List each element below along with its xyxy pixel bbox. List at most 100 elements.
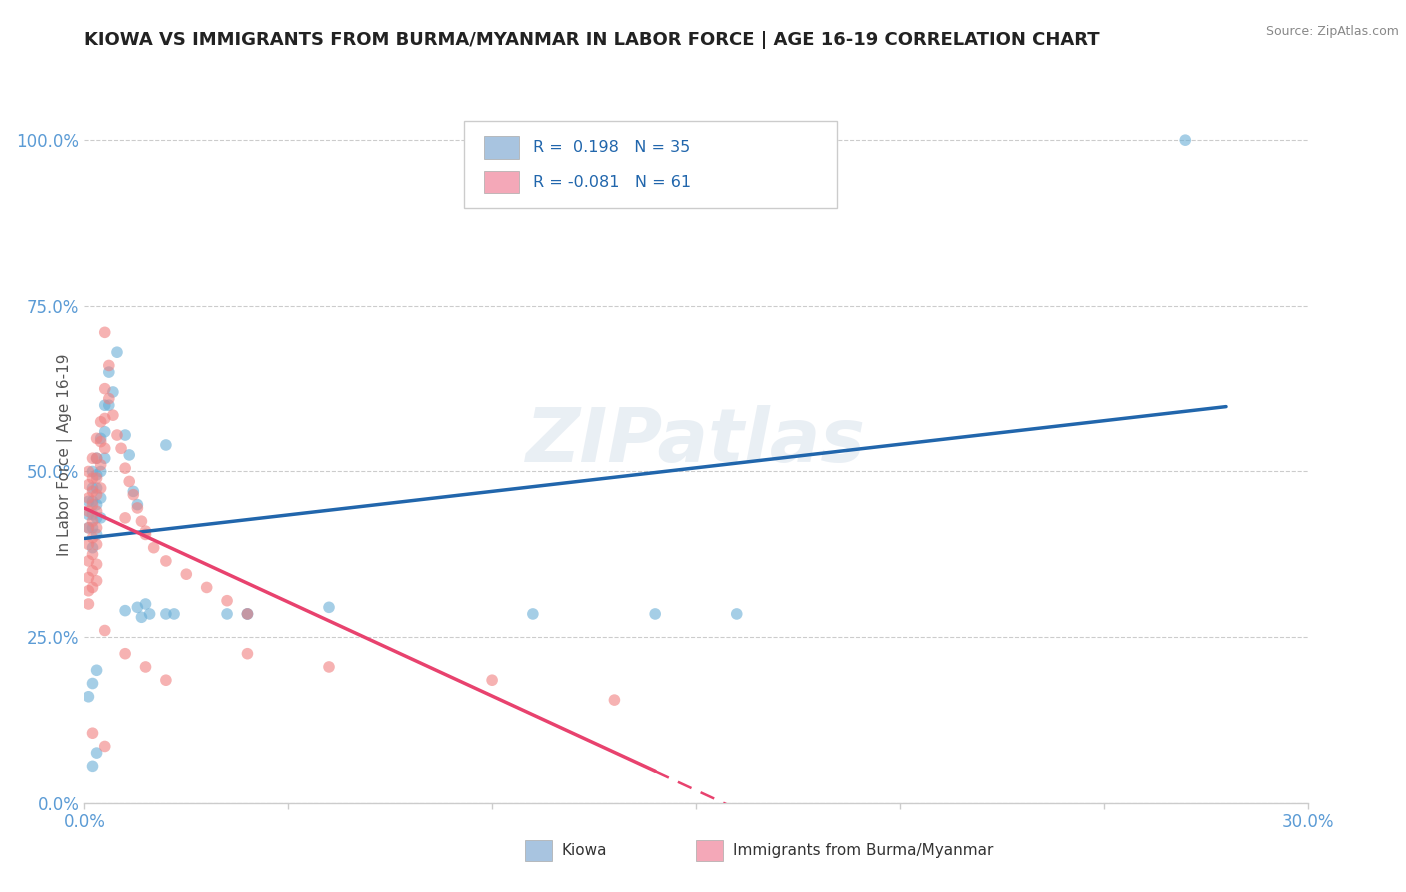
Point: [82, 481, 104, 495]
Point: [481, 673, 503, 688]
Point: [86, 488, 108, 502]
Point: [90, 431, 112, 445]
Point: [217, 607, 239, 621]
Point: [176, 567, 198, 582]
Point: [135, 597, 157, 611]
Point: [603, 693, 626, 707]
Point: [122, 488, 145, 502]
Point: [90, 511, 112, 525]
Point: [82, 759, 104, 773]
Point: [86, 537, 108, 551]
Point: [86, 431, 108, 445]
Point: [155, 438, 177, 452]
Point: [644, 607, 666, 621]
Point: [90, 491, 112, 505]
Point: [97, 359, 120, 373]
Point: [93, 326, 117, 340]
Point: [93, 398, 117, 412]
Point: [93, 425, 117, 439]
Point: [77, 597, 100, 611]
Text: R = -0.081   N = 61: R = -0.081 N = 61: [533, 175, 692, 190]
Point: [86, 521, 108, 535]
Point: [77, 570, 100, 584]
Point: [135, 660, 157, 674]
Text: ZIPatlas: ZIPatlas: [526, 404, 866, 477]
Point: [86, 481, 108, 495]
Point: [318, 600, 340, 615]
Point: [77, 494, 100, 508]
Point: [114, 604, 136, 618]
Point: [82, 508, 104, 522]
Point: [127, 498, 149, 512]
Bar: [524, 839, 551, 861]
Point: [86, 467, 108, 482]
Point: [82, 726, 104, 740]
Point: [155, 673, 177, 688]
Point: [77, 504, 100, 518]
Point: [217, 593, 239, 607]
Point: [86, 746, 108, 760]
Point: [86, 558, 108, 572]
Point: [110, 442, 132, 456]
Point: [86, 527, 108, 541]
Point: [114, 511, 136, 525]
Point: [86, 504, 108, 518]
Point: [155, 554, 177, 568]
Point: [114, 428, 136, 442]
Point: [93, 739, 117, 754]
Point: [82, 547, 104, 561]
Point: [93, 411, 117, 425]
Point: [101, 384, 124, 399]
Point: [86, 471, 108, 485]
Point: [82, 494, 104, 508]
Point: [127, 500, 149, 515]
Point: [236, 607, 259, 621]
Point: [114, 647, 136, 661]
Point: [118, 448, 141, 462]
Point: [318, 660, 340, 674]
Point: [522, 607, 544, 621]
Point: [236, 607, 259, 621]
Point: [82, 581, 104, 595]
Point: [77, 554, 100, 568]
Point: [195, 581, 218, 595]
Point: [77, 491, 100, 505]
Point: [138, 607, 160, 621]
Point: [77, 537, 100, 551]
Point: [77, 583, 100, 598]
Point: [77, 465, 100, 479]
Text: Immigrants from Burma/Myanmar: Immigrants from Burma/Myanmar: [733, 843, 993, 857]
Point: [105, 428, 128, 442]
Point: [86, 498, 108, 512]
Point: [82, 484, 104, 499]
Point: [90, 434, 112, 449]
Point: [82, 676, 104, 690]
Point: [131, 610, 153, 624]
Point: [1174, 133, 1197, 147]
Point: [114, 461, 136, 475]
Point: [86, 451, 108, 466]
Point: [93, 451, 117, 466]
Point: [82, 471, 104, 485]
Point: [236, 647, 259, 661]
Point: [131, 514, 153, 528]
Point: [90, 458, 112, 472]
Bar: [484, 136, 519, 159]
Point: [236, 607, 259, 621]
Point: [86, 451, 108, 466]
Point: [82, 498, 104, 512]
Point: [97, 398, 120, 412]
Point: [86, 511, 108, 525]
Y-axis label: In Labor Force | Age 16-19: In Labor Force | Age 16-19: [58, 353, 73, 557]
Point: [86, 663, 108, 677]
FancyBboxPatch shape: [464, 121, 837, 208]
Point: [122, 484, 145, 499]
Point: [77, 521, 100, 535]
Text: Source: ZipAtlas.com: Source: ZipAtlas.com: [1265, 25, 1399, 38]
Text: Kiowa: Kiowa: [561, 843, 607, 857]
Point: [82, 465, 104, 479]
Bar: [484, 171, 519, 194]
Text: R =  0.198   N = 35: R = 0.198 N = 35: [533, 140, 690, 155]
Point: [135, 527, 157, 541]
Point: [77, 521, 100, 535]
